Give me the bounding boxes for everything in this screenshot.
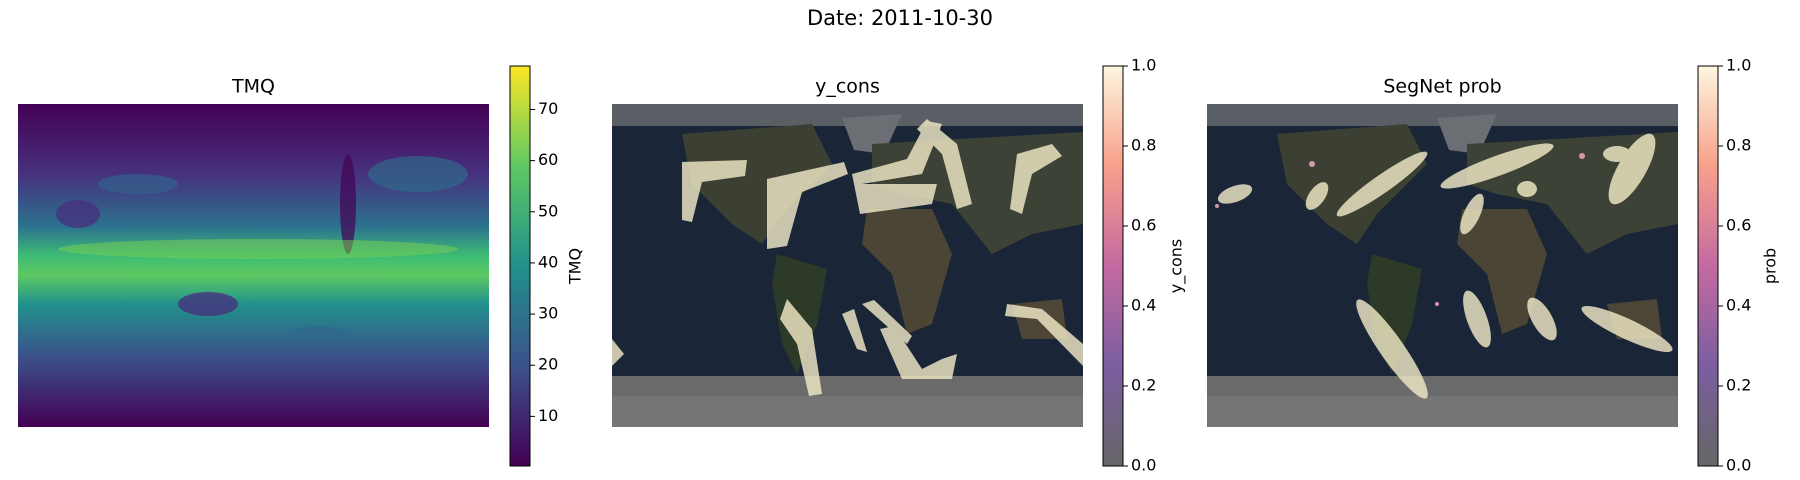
panel-title: y_cons (815, 76, 880, 98)
colorbar (509, 65, 531, 467)
colorbar-tick-label: 0.8 (1131, 136, 1156, 155)
colorbar-tick-label: 10 (538, 406, 558, 425)
colorbar (1102, 65, 1124, 467)
colorbar-tick-label: 1.0 (1131, 56, 1156, 75)
colorbar-label: prob (1761, 248, 1780, 284)
colorbar-tick-label: 0.6 (1726, 216, 1751, 235)
colorbar-tick-label: 30 (538, 304, 558, 323)
colorbar-tick-label: 20 (538, 355, 558, 374)
colorbar-tick-label: 1.0 (1726, 56, 1751, 75)
colorbar-tick-label: 70 (538, 99, 558, 118)
colorbar-tick-label: 50 (538, 201, 558, 220)
panel-title: TMQ (231, 76, 275, 98)
colorbar-tick-label: 0.4 (1131, 296, 1156, 315)
colorbar-tick-label: 0.6 (1131, 216, 1156, 235)
colorbar-label: TMQ (566, 248, 585, 285)
colorbar-tick-label: 0.0 (1131, 456, 1156, 475)
y-cons-image (612, 104, 1083, 427)
colorbar-tick-label: 40 (538, 252, 558, 271)
figure-title: Date: 2011-10-30 (807, 6, 993, 30)
colorbar-tick-label: 0.4 (1726, 296, 1751, 315)
colorbar-tick-label: 60 (538, 150, 558, 169)
colorbar-tick-label: 0.8 (1726, 136, 1751, 155)
colorbar-tick-label: 0.2 (1726, 376, 1751, 395)
tmq-image (18, 104, 489, 427)
colorbar (1697, 65, 1719, 467)
segnet-prob-image (1207, 104, 1678, 427)
colorbar-tick-label: 0.0 (1726, 456, 1751, 475)
colorbar-tick-label: 0.2 (1131, 376, 1156, 395)
panel-title: SegNet prob (1383, 76, 1501, 98)
colorbar-label: y_cons (1167, 239, 1187, 294)
